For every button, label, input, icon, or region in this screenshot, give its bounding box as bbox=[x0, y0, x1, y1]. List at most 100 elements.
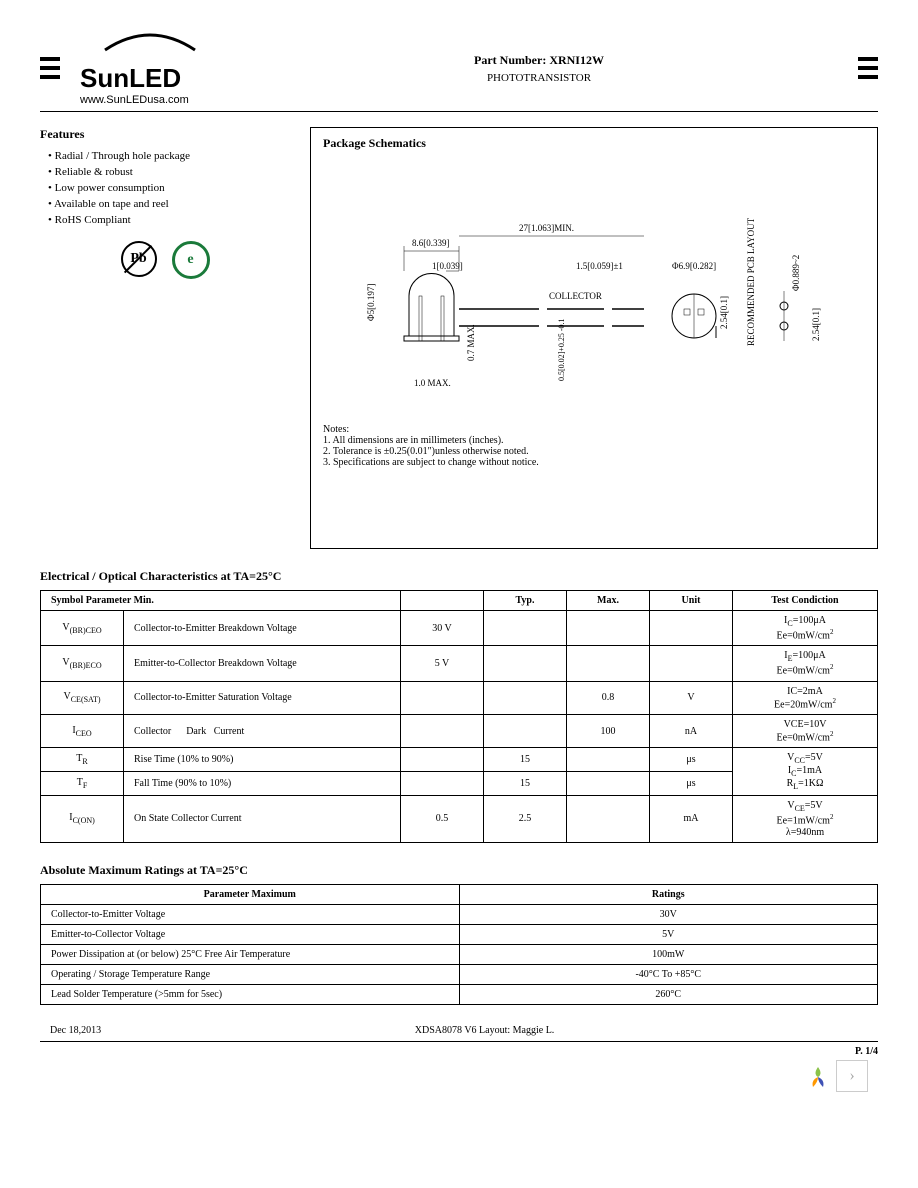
dim-text: 8.6[0.339] bbox=[412, 238, 450, 248]
td bbox=[567, 796, 650, 842]
td-sym: ICEO bbox=[41, 714, 124, 747]
th: Symbol Parameter Min. bbox=[41, 591, 401, 611]
td: 5V bbox=[459, 924, 878, 944]
td bbox=[401, 772, 484, 796]
td: -40°C To +85°C bbox=[459, 964, 878, 984]
td: Operating / Storage Temperature Range bbox=[41, 964, 460, 984]
td: 2.5 bbox=[484, 796, 567, 842]
elec-title: Electrical / Optical Characteristics at … bbox=[40, 569, 878, 584]
td: 100mW bbox=[459, 944, 878, 964]
td: mA bbox=[650, 796, 733, 842]
schematic-diagram: 8.6[0.339] 27[1.063]MIN. 1[0.039] 1.5[0.… bbox=[323, 181, 865, 414]
next-page-button[interactable]: › bbox=[836, 1060, 868, 1092]
dim-text: 2.54[0.1] bbox=[719, 296, 729, 329]
th: Ratings bbox=[459, 884, 878, 904]
note-line: 3. Specifications are subject to change … bbox=[323, 457, 865, 468]
td-cond: IC=100μAEe=0mW/cm2 bbox=[733, 611, 878, 646]
td-param: Rise Time (10% to 90%) bbox=[124, 748, 401, 772]
td: Emitter-to-Collector Voltage bbox=[41, 924, 460, 944]
td bbox=[567, 748, 650, 772]
td: 5 V bbox=[401, 646, 484, 681]
subtitle: PHOTOTRANSISTOR bbox=[220, 72, 858, 84]
footer-date: Dec 18,2013 bbox=[50, 1025, 101, 1036]
dim-text: 1[0.039] bbox=[432, 261, 463, 271]
td: 15 bbox=[484, 748, 567, 772]
td: nA bbox=[650, 714, 733, 747]
td-param: Fall Time (90% to 10%) bbox=[124, 772, 401, 796]
feature-item: Radial / Through hole package bbox=[40, 150, 290, 162]
td-sym: IC(ON) bbox=[41, 796, 124, 842]
e-text: e bbox=[187, 252, 193, 268]
feature-item: Reliable & robust bbox=[40, 166, 290, 178]
schematic-title: Package Schematics bbox=[323, 136, 865, 151]
schematic-box: Package Schematics bbox=[310, 127, 878, 549]
elec-table: Symbol Parameter Min. Typ. Max. Unit Tes… bbox=[40, 590, 878, 843]
td bbox=[484, 611, 567, 646]
td: 260°C bbox=[459, 984, 878, 1004]
td bbox=[401, 681, 484, 714]
td: μs bbox=[650, 748, 733, 772]
dim-text: 0.5[0.02]+0.25 -0.1 bbox=[557, 318, 566, 381]
dim-text: Φ5[0.197] bbox=[366, 284, 376, 321]
header: SunLED www.SunLEDusa.com Part Number: XR… bbox=[40, 30, 878, 112]
header-left: SunLED www.SunLEDusa.com bbox=[40, 30, 220, 106]
th: Parameter Maximum bbox=[41, 884, 460, 904]
td bbox=[567, 772, 650, 796]
td bbox=[484, 681, 567, 714]
table-row: IC(ON) On State Collector Current 0.5 2.… bbox=[41, 796, 878, 842]
table-row: Collector-to-Emitter Voltage30V bbox=[41, 904, 878, 924]
dim-text: 0.7 MAX. bbox=[466, 324, 476, 361]
footer-doc: XDSA8078 V6 Layout: Maggie L. bbox=[415, 1025, 555, 1036]
td bbox=[650, 646, 733, 681]
td-param: Emitter-to-Collector Breakdown Voltage bbox=[124, 646, 401, 681]
table-header-row: Parameter Maximum Ratings bbox=[41, 884, 878, 904]
menu-icon[interactable] bbox=[40, 57, 60, 79]
page-number: P. 1/4 bbox=[40, 1041, 878, 1057]
td: Collector-to-Emitter Voltage bbox=[41, 904, 460, 924]
features-title: Features bbox=[40, 127, 290, 142]
td-cond: IE=100μAEe=0mW/cm2 bbox=[733, 646, 878, 681]
th: Typ. bbox=[484, 591, 567, 611]
logo-arc-icon bbox=[80, 30, 220, 60]
th bbox=[401, 591, 484, 611]
table-row: V(BR)ECO Emitter-to-Collector Breakdown … bbox=[41, 646, 878, 681]
dim-text: 1.5[0.059]±1 bbox=[576, 261, 623, 271]
td: 30V bbox=[459, 904, 878, 924]
nav-logo-icon bbox=[803, 1062, 833, 1092]
td-param: Collector Dark Current bbox=[124, 714, 401, 747]
rohs-icon: e bbox=[172, 241, 210, 279]
td: 30 V bbox=[401, 611, 484, 646]
td-sym: V(BR)ECO bbox=[41, 646, 124, 681]
td bbox=[484, 646, 567, 681]
td bbox=[567, 646, 650, 681]
footer: Dec 18,2013 XDSA8078 V6 Layout: Maggie L… bbox=[40, 1025, 878, 1036]
td bbox=[401, 748, 484, 772]
schematic-notes: Notes: 1. All dimensions are in millimet… bbox=[323, 424, 865, 468]
logo: SunLED www.SunLEDusa.com bbox=[80, 30, 220, 106]
header-right bbox=[858, 57, 878, 79]
td-cond: VCE=10VEe=0mW/cm2 bbox=[733, 714, 878, 747]
dim-text: 2.54[0.1] bbox=[811, 308, 821, 341]
td bbox=[650, 611, 733, 646]
td-param: On State Collector Current bbox=[124, 796, 401, 842]
note-line: 2. Tolerance is ±0.25(0.01")unless other… bbox=[323, 446, 865, 457]
features-section: Features Radial / Through hole package R… bbox=[40, 127, 290, 549]
td: μs bbox=[650, 772, 733, 796]
td bbox=[484, 714, 567, 747]
pb-free-icon: Pb bbox=[121, 241, 157, 277]
header-center: Part Number: XRNI12W PHOTOTRANSISTOR bbox=[220, 53, 858, 84]
table-row: ICEO Collector Dark Current 100 nA VCE=1… bbox=[41, 714, 878, 747]
dim-text: 1.0 MAX. bbox=[414, 378, 451, 388]
td: 0.5 bbox=[401, 796, 484, 842]
part-label: Part Number: bbox=[474, 53, 549, 67]
td-sym: TF bbox=[41, 772, 124, 796]
logo-url: www.SunLEDusa.com bbox=[80, 94, 220, 106]
table-row: Power Dissipation at (or below) 25°C Fre… bbox=[41, 944, 878, 964]
td: 100 bbox=[567, 714, 650, 747]
dim-text: RECOMMENDED PCB LAYOUT bbox=[746, 217, 756, 346]
th: Unit bbox=[650, 591, 733, 611]
feature-item: Available on tape and reel bbox=[40, 198, 290, 210]
dim-text: 27[1.063]MIN. bbox=[519, 223, 574, 233]
menu-icon-right[interactable] bbox=[858, 57, 878, 79]
td-cond: VCC=5VIC=1mARL=1KΩ bbox=[733, 748, 878, 796]
